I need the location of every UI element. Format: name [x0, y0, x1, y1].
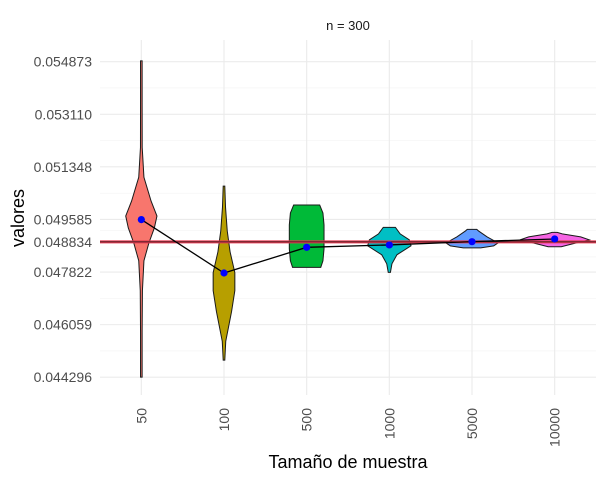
tick-labels: 0.044296 0.046059 0.047822 0.048834 0.049585… — [34, 54, 563, 447]
y-tick-label: 0.051348 — [34, 159, 93, 175]
y-tick-label: 0.044296 — [34, 369, 93, 385]
x-tick-label: 50 — [133, 408, 149, 424]
x-tick-label: 500 — [299, 408, 315, 432]
mean-point-100 — [220, 269, 228, 277]
x-axis-title: Tamaño de muestra — [268, 452, 428, 472]
x-tick-label: 1000 — [381, 408, 397, 439]
y-tick-label: 0.054873 — [34, 54, 93, 70]
mean-line-group — [137, 215, 559, 277]
mean-point-50 — [137, 215, 145, 224]
y-tick-label: 0.049585 — [34, 211, 93, 227]
y-tick-label: 0.046059 — [34, 317, 93, 333]
facet-title: n = 300 — [326, 18, 370, 33]
mean-point-10000 — [551, 235, 559, 243]
violin-1000 — [367, 226, 412, 273]
x-tick-label: 100 — [216, 408, 232, 432]
y-tick-label: 0.053110 — [35, 106, 93, 122]
mean-point-1000 — [385, 241, 393, 249]
y-axis-title: valores — [8, 189, 28, 247]
mean-line — [140, 219, 555, 274]
mean-point-5000 — [468, 238, 476, 246]
y-tick-label: 0.047822 — [34, 264, 93, 280]
x-tick-label: 5000 — [464, 408, 480, 439]
mean-point-500 — [303, 243, 311, 251]
x-tick-label: 10000 — [547, 408, 563, 447]
violin-500 — [288, 204, 325, 268]
grid-lines — [100, 40, 596, 395]
y-tick-label: 0.048834 — [34, 234, 93, 250]
